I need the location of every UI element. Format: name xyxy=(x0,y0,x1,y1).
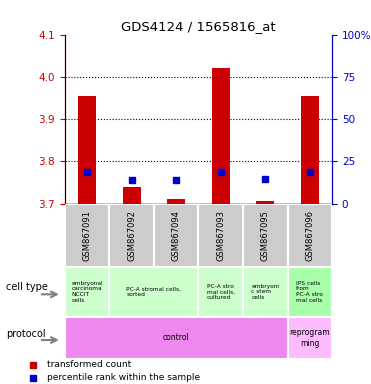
Text: percentile rank within the sample: percentile rank within the sample xyxy=(47,373,200,382)
Bar xyxy=(198,267,243,317)
Bar xyxy=(65,317,288,359)
Bar xyxy=(288,204,332,267)
Bar xyxy=(65,267,109,317)
Text: control: control xyxy=(163,333,190,343)
Text: GSM867094: GSM867094 xyxy=(172,210,181,261)
Bar xyxy=(243,204,288,267)
Bar xyxy=(154,204,198,267)
Bar xyxy=(243,267,288,317)
Text: IPS cells
from
PC-A stro
mal cells: IPS cells from PC-A stro mal cells xyxy=(296,281,323,303)
Bar xyxy=(301,96,319,204)
Text: GSM867093: GSM867093 xyxy=(216,210,225,261)
Bar xyxy=(123,187,141,204)
Bar xyxy=(198,204,243,267)
Text: PC-A stro
mal cells,
cultured: PC-A stro mal cells, cultured xyxy=(207,283,235,300)
Bar xyxy=(288,317,332,359)
Title: GDS4124 / 1565816_at: GDS4124 / 1565816_at xyxy=(121,20,276,33)
Bar xyxy=(109,204,154,267)
Text: GSM867091: GSM867091 xyxy=(83,210,92,261)
Text: GSM867096: GSM867096 xyxy=(305,210,314,261)
Text: GSM867092: GSM867092 xyxy=(127,210,136,261)
Text: GSM867095: GSM867095 xyxy=(261,210,270,261)
Bar xyxy=(167,199,185,204)
Text: reprogram
ming: reprogram ming xyxy=(289,328,330,348)
Text: embryoni
c stem
cells: embryoni c stem cells xyxy=(251,283,279,300)
Text: PC-A stromal cells,
sorted: PC-A stromal cells, sorted xyxy=(127,286,181,297)
Bar xyxy=(109,267,198,317)
Text: cell type: cell type xyxy=(7,282,48,292)
Bar xyxy=(256,202,274,204)
Text: transformed count: transformed count xyxy=(47,360,131,369)
Bar xyxy=(65,204,109,267)
Bar xyxy=(78,96,96,204)
Bar xyxy=(212,68,230,204)
Text: protocol: protocol xyxy=(7,329,46,339)
Text: embryonal
carcinoma
NCCIT
cells: embryonal carcinoma NCCIT cells xyxy=(71,281,103,303)
Bar xyxy=(288,267,332,317)
